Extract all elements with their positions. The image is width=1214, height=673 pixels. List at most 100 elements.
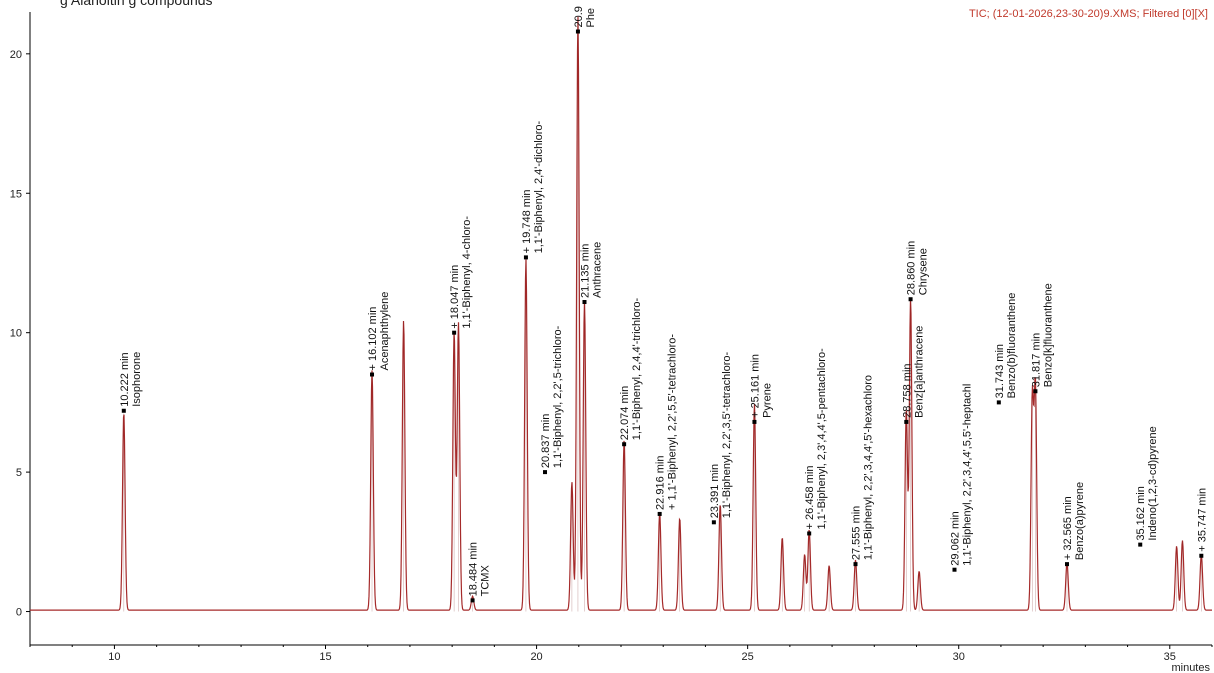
annotation-group: 10.222 min Isophorone + 16.102 min Acenapht… — [119, 6, 1208, 603]
peak-annotation: + 19.748 min 1,1'-Biphenyl, 2,4'-dichloro… — [521, 120, 545, 253]
peak-compound-label: 1,1'-Biphenyl, 2,2',3,4,4',5,5'-heptachl — [961, 384, 973, 566]
peak-annotation: + 16.102 min Acenaphthylene — [367, 292, 391, 371]
peak-rt-label: + 18.047 min — [449, 265, 461, 329]
peak-marker — [904, 419, 909, 424]
peak-rt-label: 20.9 — [573, 6, 585, 27]
peak-compound-label: + 1,1'-Biphenyl, 2,2',5,5'-tetrachloro- — [667, 334, 679, 510]
peak-annotation: + 25.161 min Pyrene — [749, 354, 773, 418]
peak-marker — [1138, 542, 1143, 547]
peak-marker — [1033, 389, 1038, 394]
x-tick-label: 15 — [319, 651, 331, 663]
peak-rt-label: + 16.102 min — [367, 307, 379, 371]
y-tick-label: 0 — [16, 607, 22, 619]
peak-rt-label: 28.860 min — [906, 241, 918, 295]
peak-annotation: 22.916 min + 1,1'-Biphenyl, 2,2',5,5'-tet… — [655, 334, 679, 510]
peak-compound-label: Benzo[k]fluoranthene — [1042, 283, 1054, 387]
y-tick-label: 10 — [10, 328, 22, 340]
peak-marker — [452, 330, 457, 335]
peak-annotation: + 18.047 min 1,1'-Biphenyl, 4-chloro- — [449, 216, 473, 329]
peak-rt-label: 18.484 min — [468, 542, 480, 596]
peak-rt-label: 22.916 min — [655, 456, 667, 510]
peak-compound-label: Chrysene — [918, 248, 930, 295]
peak-compound-label: Anthracene — [591, 242, 603, 298]
peak-compound-label: 1,1'-Biphenyl, 2,2',3,5'-tetrachloro- — [721, 351, 733, 518]
peak-annotation: 27.555 min 1,1'-Biphenyl, 2,2',3,4,4',5'-… — [851, 375, 875, 560]
peak-marker — [908, 297, 913, 302]
peak-compound-label: 1,1'-Biphenyl, 2,4,4'-trichloro- — [631, 298, 643, 441]
peak-compound-label: 1,1'-Biphenyl, 4-chloro- — [461, 216, 473, 329]
peak-annotation: + 26.458 min 1,1'-Biphenyl, 2,3',4,4',5-p… — [804, 348, 828, 530]
peak-compound-label: 1,1'-Biphenyl, 2,3',4,4',5-pentachloro- — [816, 348, 828, 530]
peak-compound-label: TCMX — [480, 565, 492, 597]
peak-rt-label: 27.555 min — [851, 506, 863, 560]
peak-annotation: 20.9 Phe — [573, 6, 597, 27]
peak-marker — [370, 372, 375, 377]
peak-annotation: 21.135 min Anthracene — [579, 242, 603, 298]
peak-marker — [752, 419, 757, 424]
peak-rt-label: 28.758 min — [901, 363, 913, 417]
peak-annotation: 31.743 min Benzo(b)fluoranthene — [994, 293, 1018, 399]
peak-rt-label: 31.743 min — [994, 344, 1006, 398]
y-tick-label: 15 — [10, 188, 22, 200]
peak-annotation: 35.162 min Indeno(1,2,3-cd)pyrene — [1135, 426, 1159, 540]
peak-marker — [543, 470, 548, 475]
peak-rt-label: 21.135 min — [579, 244, 591, 298]
peak-compound-label: 1,1'-Biphenyl, 2,4'-dichloro- — [533, 120, 545, 253]
peak-marker — [711, 520, 716, 525]
peak-marker — [1064, 562, 1069, 567]
peak-compound-label: Pyrene — [761, 383, 773, 418]
tic-info-label[interactable]: TIC; (12-01-2026,23-30-20)9.XMS; Filtere… — [968, 8, 1208, 20]
y-tick-label: 20 — [10, 49, 22, 61]
x-tick-label: 25 — [742, 651, 754, 663]
x-tick-label: 30 — [953, 651, 965, 663]
x-tick-label: 10 — [108, 651, 120, 663]
peak-rt-label: + 35.747 min — [1196, 488, 1208, 552]
peak-marker — [470, 598, 475, 603]
peak-annotation: + 32.565 min Benzo(a)pyrene — [1062, 482, 1086, 560]
peak-rt-label: + 19.748 min — [521, 189, 533, 253]
x-tick-label: 20 — [530, 651, 542, 663]
tic-trace — [30, 16, 1212, 611]
peak-compound-label: Benzo(b)fluoranthene — [1006, 293, 1018, 399]
peak-rt-label: 20.837 min — [540, 414, 552, 468]
peak-marker — [657, 511, 662, 516]
peak-marker — [582, 300, 587, 305]
peak-rt-label: + 32.565 min — [1062, 496, 1074, 560]
peak-compound-label: Indeno(1,2,3-cd)pyrene — [1147, 426, 1159, 540]
peak-rt-label: 22.074 min — [619, 386, 631, 440]
peak-marker — [996, 400, 1001, 405]
peak-annotation: 28.758 min Benz[a]anthracene — [901, 326, 925, 418]
peak-rt-label: 29.062 min — [949, 511, 961, 565]
peak-rt-label: 35.162 min — [1135, 486, 1147, 540]
peak-compound-label: 1,1'-Biphenyl, 2,2',5-trichloro- — [552, 325, 564, 468]
x-tick-label: 35 — [1164, 651, 1176, 663]
peak-marker — [523, 255, 528, 260]
peak-compound-label: Acenaphthylene — [379, 292, 391, 371]
peak-annotation: 22.074 min 1,1'-Biphenyl, 2,4,4'-trichlor… — [619, 298, 643, 441]
peak-compound-label: Benzo(a)pyrene — [1074, 482, 1086, 560]
peak-annotation: 28.860 min Chrysene — [906, 241, 930, 295]
peak-rt-label: 23.391 min — [709, 464, 721, 518]
peak-annotation: 29.062 min 1,1'-Biphenyl, 2,2',3,4,4',5,5… — [949, 384, 973, 566]
peak-marker — [121, 408, 126, 413]
peak-marker — [575, 29, 580, 34]
peak-compound-label: Isophorone — [131, 352, 143, 407]
peak-annotation: 18.484 min TCMX — [468, 542, 492, 596]
peak-marker — [807, 531, 812, 536]
peak-annotation: 23.391 min 1,1'-Biphenyl, 2,2',3,5'-tetra… — [709, 351, 733, 518]
peak-compound-label: Benz[a]anthracene — [913, 326, 925, 418]
x-axis-label: minutes — [1171, 662, 1210, 673]
peak-annotation: + 35.747 min — [1196, 488, 1208, 552]
peak-rt-label: + 25.161 min — [749, 354, 761, 418]
peak-annotation: 31.817 min Benzo[k]fluoranthene — [1030, 283, 1054, 387]
peak-rt-label: 31.817 min — [1030, 333, 1042, 387]
peak-rt-label: 10.222 min — [119, 352, 131, 406]
peak-marker — [853, 562, 858, 567]
peak-rt-label: + 26.458 min — [804, 466, 816, 530]
peak-compound-label: 1,1'-Biphenyl, 2,2',3,4,4',5'-hexachloro — [863, 375, 875, 560]
peak-compound-label: Phe — [585, 8, 597, 28]
peak-marker — [952, 567, 957, 572]
y-tick-label: 5 — [16, 467, 22, 479]
